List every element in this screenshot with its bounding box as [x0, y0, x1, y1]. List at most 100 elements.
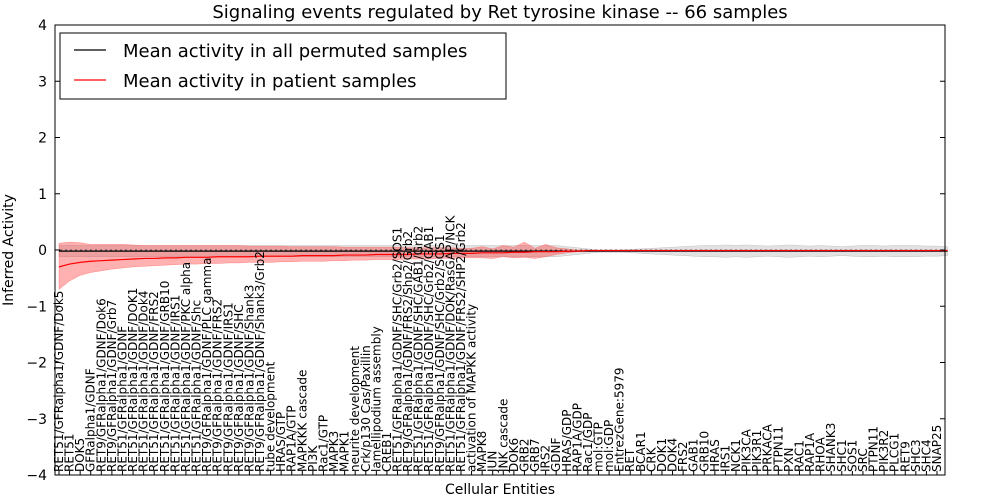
- x-tick-label: DOK4: [666, 438, 680, 472]
- legend-box: [59, 32, 507, 100]
- x-tick-label: DOK6: [507, 438, 521, 472]
- x-tick-label: RET9/GFRalpha1/GDNF/PLC gamma: [200, 258, 214, 472]
- chart-title: Signaling events regulated by Ret tyrosi…: [212, 2, 787, 23]
- x-tick-label: RET51/GFRalpha1/GDNF/DOK/RasGAP/NCK: [443, 214, 457, 472]
- y-tick-label: 2: [38, 131, 47, 147]
- x-tick-label: GAB1: [687, 439, 701, 472]
- x-tick-label: SOS1: [845, 440, 859, 472]
- x-tick-label: PRKACA: [761, 423, 775, 472]
- x-tick-label: RET51/GFRalpha1/GDNF/Dok5: [52, 291, 66, 472]
- legend-label-permuted: Mean activity in all permuted samples: [123, 41, 467, 62]
- x-tick-label: neurite development: [348, 346, 362, 472]
- x-tick-label: PIK3R2: [877, 430, 891, 472]
- x-tick-label: RET51/GFRalpha1/GDNF/Shc: [190, 300, 204, 472]
- x-tick-label: SNAP25: [930, 425, 944, 472]
- x-tick-label: CRK: [644, 446, 658, 472]
- y-tick-label: −3: [26, 412, 47, 428]
- x-tick-label: PI3K: [306, 445, 320, 472]
- legend-label-patient: Mean activity in patient samples: [123, 71, 417, 92]
- y-tick-label: 0: [38, 243, 47, 259]
- x-tick-label: GFRalpha1/GDNF: [84, 368, 98, 472]
- x-tick-label: RET9/GFRalpha1/GDNF/SHC: [232, 304, 246, 472]
- x-tick-label: RET9/GFRalpha1/GDNF/Grb7: [105, 300, 119, 472]
- x-tick-label: RET51: [63, 433, 77, 472]
- x-tick-label: IRS2: [539, 445, 553, 472]
- x-tick-label: GRB10: [697, 431, 711, 472]
- x-tick-label: RET9/GFRalpha1/GDNF/Shank3/Grb2: [253, 251, 267, 472]
- x-tick-label: SHC4: [919, 439, 933, 472]
- x-tick-label: PXN: [782, 448, 796, 472]
- x-tick-label: RET9: [898, 441, 912, 472]
- x-tick-label: RET51/GFRalpha1/GDNF/SHC/Grb2/GAB1: [422, 226, 436, 472]
- y-tick-label: 1: [38, 187, 47, 203]
- x-tick-label: NCK1: [729, 439, 743, 472]
- x-tick-label: Crk/p130 Cas/Paxillin: [359, 345, 373, 472]
- x-tick-label: MAPK8: [475, 431, 489, 472]
- x-tick-label: GRB2: [517, 438, 531, 472]
- y-axis-label: Inferred Activity: [1, 194, 17, 306]
- x-axis-label: Cellular Entities: [445, 482, 555, 498]
- x-tick-label: GRB7: [528, 438, 542, 472]
- x-tick-label: EntrezGene:5979: [613, 368, 627, 473]
- x-tick-label: RET9/GFRalpha1/GDNF/SHC/Grb2/SOS1: [433, 234, 447, 472]
- series-lines: [58, 249, 948, 268]
- x-tick-label: PTPN11: [867, 426, 881, 472]
- x-tick-label: JNK cascade: [496, 399, 510, 473]
- x-tick-label: BCAR1: [634, 431, 648, 472]
- x-tick-label: RAC1: [792, 440, 806, 472]
- x-tick-label: activation of MAPKK activity: [465, 304, 479, 472]
- x-tick-label: MAPKKK cascade: [295, 370, 309, 472]
- x-tick-label: RAP1A: [803, 432, 817, 472]
- y-axis: 4 3 2 1 0 −1 −2 −3 −4: [26, 18, 945, 484]
- x-tick-label: DOK5: [73, 438, 87, 472]
- x-tick-label: RET51/GFRalpha1/GDNF/PKC alpha: [179, 262, 193, 472]
- x-tick-label: RET9/GFRalpha1/GDNF/Dok6: [94, 298, 108, 472]
- x-tick-label: RET51/GFRalpha1/GDNF/FRS2/SHP2/Grb2: [454, 222, 468, 472]
- x-tick-label: RAP1A/GDP: [570, 403, 584, 472]
- y-tick-label: −1: [26, 299, 47, 315]
- x-tick-label: RET51/GFRalpha1/GDNF: [115, 326, 129, 472]
- x-tick-label: RET9/GFRalpha1/GDNF/Shank3: [242, 285, 256, 472]
- x-tick-label: JUN: [486, 451, 500, 473]
- x-tick-label: RET51/GFRalpha1/GDNF/SHC/GAB1/Grb2: [412, 226, 426, 472]
- x-tick-label: HRAS: [708, 439, 722, 472]
- y-tick-label: 4: [38, 18, 47, 34]
- x-tick-label: PIK3CA: [740, 428, 754, 472]
- x-tick-label: IRS1: [718, 445, 732, 472]
- x-tick-label: PTPN11: [771, 426, 785, 472]
- x-tick-label: SHC1: [835, 439, 849, 472]
- x-tick-label: HRAS/GTP: [274, 412, 288, 472]
- x-tick-label: DOK1: [655, 438, 669, 472]
- x-tick-label: RET51/GFRalpha1/GDNF/SHC/Grb2/SOS1: [391, 227, 405, 472]
- x-tick-label: Rac1/GTP: [316, 415, 330, 472]
- y-tick-label: −4: [26, 468, 47, 484]
- x-tick-label: RHOA: [814, 436, 828, 472]
- x-tick-label: mol:GDP: [602, 420, 616, 472]
- x-tick-label: tube development: [264, 361, 278, 472]
- x-tick-label: MAPK1: [338, 431, 352, 472]
- x-tick-label: GDNF: [549, 437, 563, 472]
- x-tick-label: PIK3R1: [750, 430, 764, 472]
- x-tick-label: PLCG1: [888, 433, 902, 472]
- x-tick-label: RET51/GFRalpha1/GDNF/Dok4: [137, 291, 151, 472]
- x-tick-label: RET9/GFRalpha1/GDNF/IRS1: [221, 302, 235, 472]
- x-tick-label: RET51/GFRalpha1/GDNF/FRS2: [147, 291, 161, 472]
- x-tick-labels: RET51/GFRalpha1/GDNF/Dok5RET51DOK5GFRalp…: [52, 214, 944, 475]
- x-tick-label: MAPK3: [327, 431, 341, 472]
- x-tick-label: RET9/GFRalpha1/GDNF/FRS2/Shp2/Grb2: [401, 231, 415, 472]
- x-tick-label: RET51/GFRalpha1/GDNF/GRB10: [158, 281, 172, 472]
- x-tick-label: HRAS/GDP: [560, 409, 574, 472]
- x-tick-label: RET9/GFRalpha1/GDNF/FRS2: [211, 299, 225, 472]
- x-tick-label: RET51/GFRalpha1/GDNF/DOK1: [126, 288, 140, 472]
- x-tick-label: SHC3: [909, 439, 923, 472]
- x-tick-label: SRC: [856, 448, 870, 472]
- legend: Mean activity in all permuted samples Me…: [59, 32, 507, 100]
- x-tick-label: mol:GTP: [591, 422, 605, 472]
- x-tick-label: Rac1/GDP: [581, 413, 595, 472]
- x-tick-label: RET: [623, 448, 637, 472]
- x-tick-label: RAP1A/GTP: [285, 405, 299, 472]
- x-tick-label: SHANK3: [824, 423, 838, 472]
- x-tick-label: CREB1: [380, 432, 394, 472]
- patient-mean-line: [58, 249, 948, 268]
